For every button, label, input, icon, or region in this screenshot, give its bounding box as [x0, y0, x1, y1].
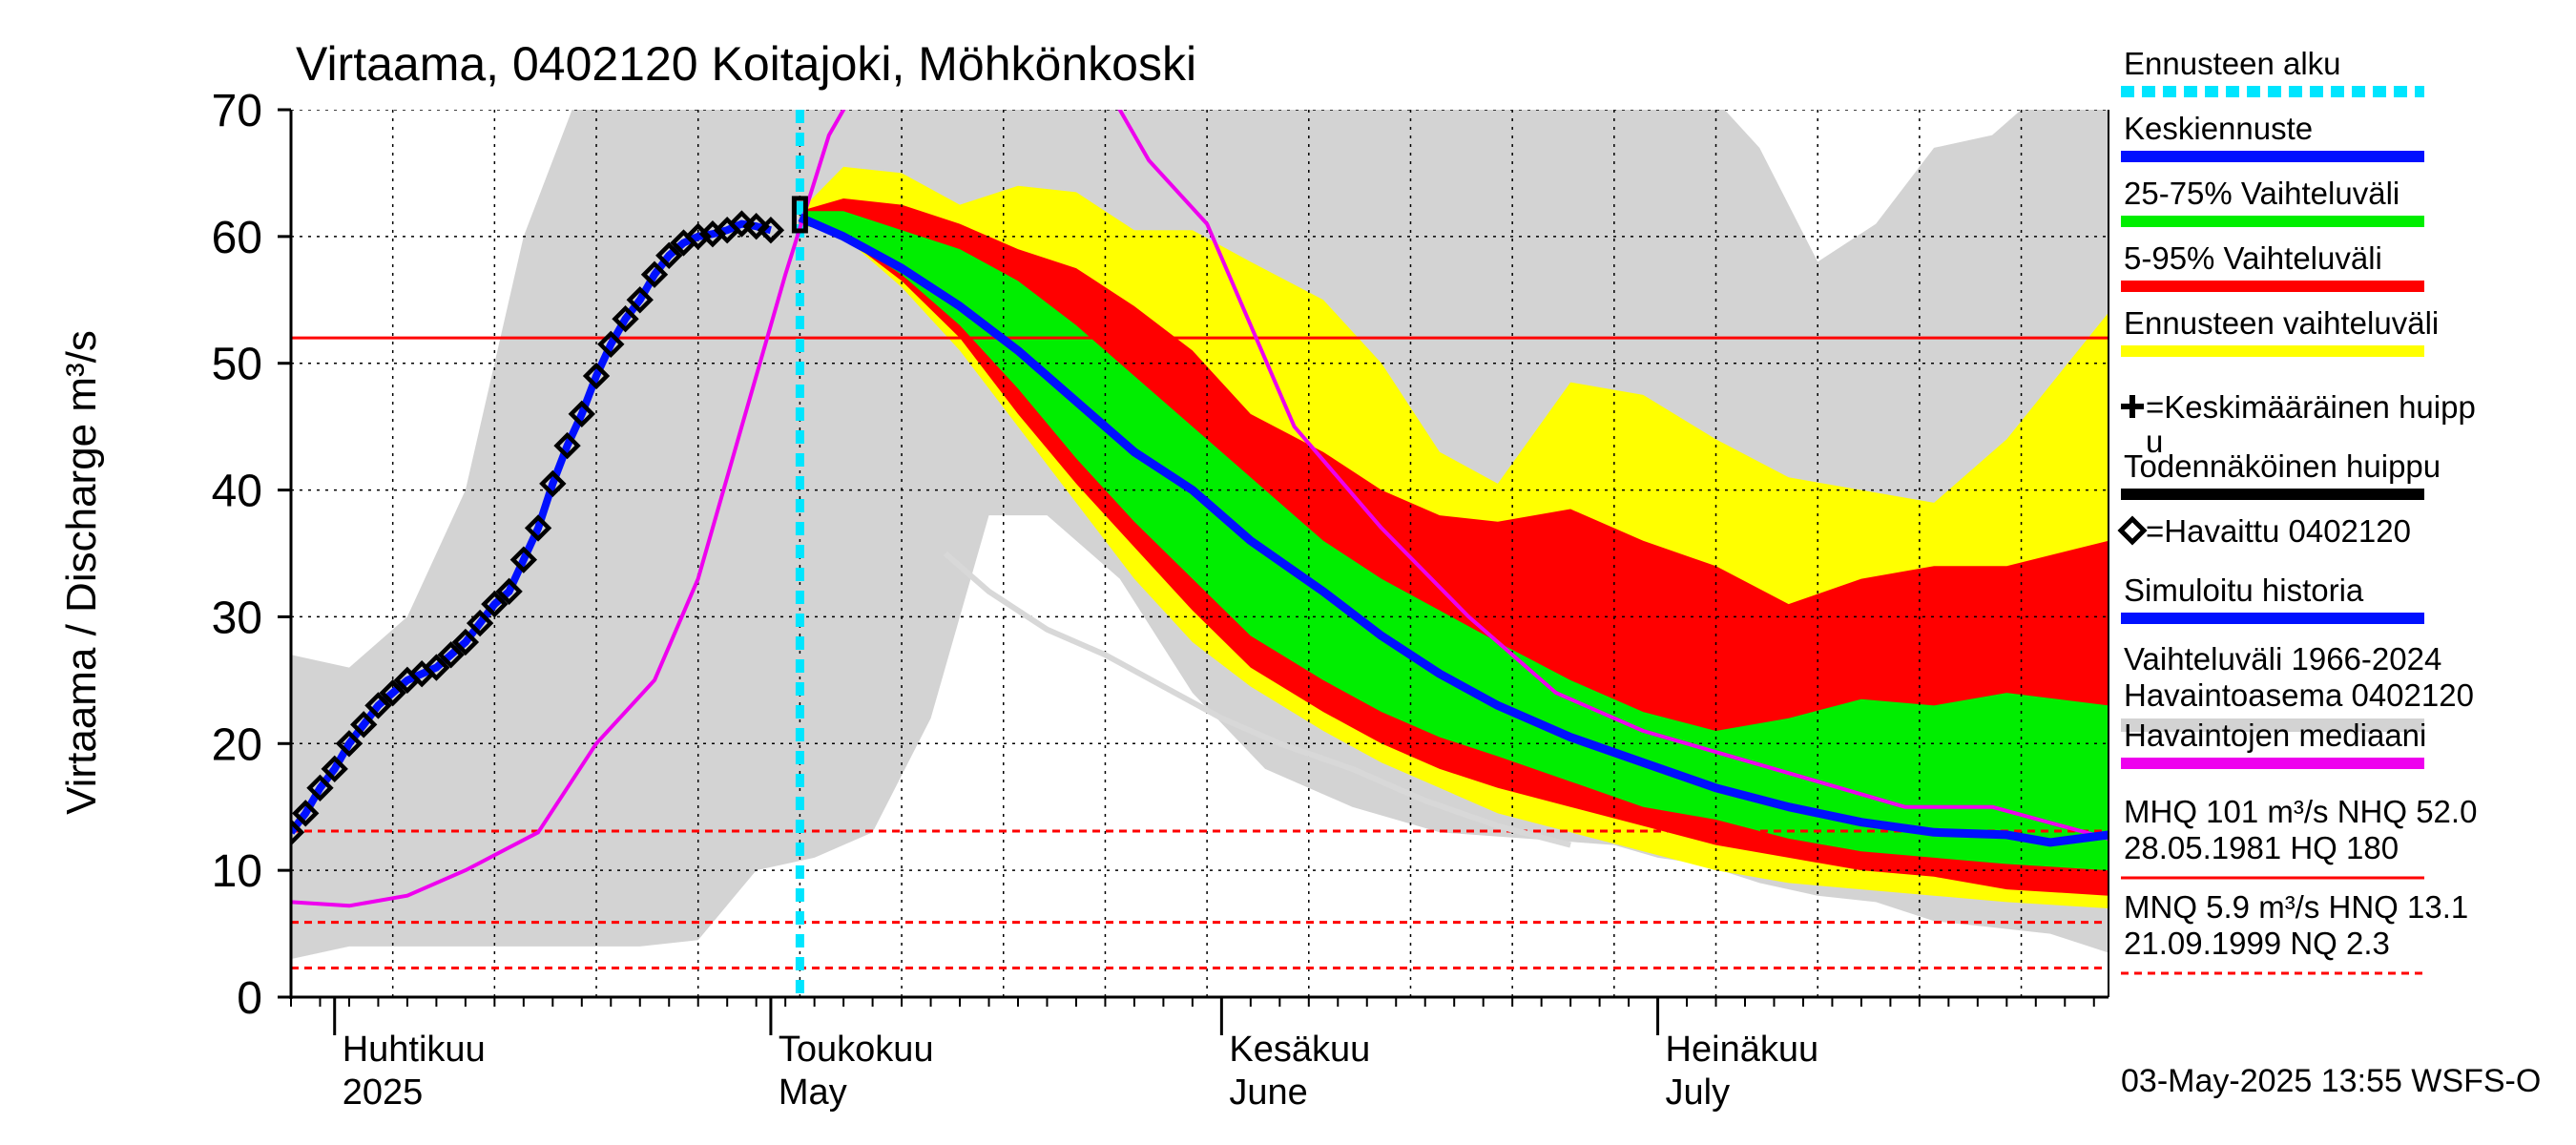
x-month-label-fi: Heinäkuu [1666, 1030, 1819, 1070]
observed-point [379, 678, 406, 707]
legend-label: =Keskimääräinen huipp [2146, 389, 2476, 425]
legend-label: Havaintojen mediaani [2124, 718, 2426, 753]
observed-point [335, 730, 364, 758]
observed-point [626, 286, 654, 314]
x-month-label-en: May [779, 1072, 847, 1113]
legend-label: Keskiennuste [2124, 111, 2313, 146]
observed-point [437, 641, 465, 669]
legend-label: MHQ 101 m³/s NHQ 52.0 [2124, 794, 2477, 829]
observed-point [292, 800, 320, 827]
legend-item-12: MNQ 5.9 m³/s HNQ 13.121.09.1999 NQ 2.3 [2121, 889, 2468, 975]
legend-label-2: 28.05.1981 HQ 180 [2124, 830, 2399, 865]
observed-point [509, 546, 538, 573]
x-month-label-fi: Toukokuu [779, 1030, 934, 1070]
y-tick-label: 0 [237, 973, 262, 1024]
legend-label: Ennusteen alku [2124, 46, 2341, 81]
observed-point [524, 514, 552, 542]
observed-point [612, 305, 639, 333]
observed-point [742, 213, 770, 240]
y-tick-label: 40 [212, 467, 262, 517]
line-simuloitu-historia [943, 551, 1571, 848]
legend-label-2: 21.09.1999 NQ 2.3 [2124, 926, 2390, 961]
legend: Ennusteen alku Keskiennuste 25-75% Vaihtel… [2117, 46, 2477, 975]
grid-lines [291, 110, 2109, 997]
diamond-icon [2117, 515, 2148, 546]
observed-point [757, 217, 785, 244]
peak-marker [791, 196, 808, 234]
observed-point [582, 362, 611, 390]
x-month-label-fi: Kesäkuu [1229, 1030, 1370, 1070]
observed-point [364, 692, 392, 719]
x-month-label-en: July [1666, 1072, 1731, 1113]
observed-point [350, 711, 378, 739]
legend-label-2: Havaintoasema 0402120 [2124, 677, 2474, 713]
y-tick-label: 70 [212, 86, 262, 136]
legend-label: Ennusteen vaihteluväli [2124, 305, 2439, 341]
legend-item-4: Ennusteen vaihteluväli [2121, 305, 2439, 357]
y-axis-label: Virtaama / Discharge m³/s [58, 330, 105, 815]
observed-point [728, 210, 756, 238]
observed-point [568, 400, 595, 428]
series-lines [291, 110, 2109, 997]
footer-timestamp: 03-May-2025 13:55 WSFS-O [2121, 1063, 2541, 1099]
legend-label: MNQ 5.9 m³/s HNQ 13.1 [2124, 889, 2468, 925]
y-tick-label: 60 [212, 213, 262, 263]
observed-point [291, 819, 305, 846]
observed-point [321, 755, 348, 783]
observed-point [495, 577, 523, 606]
legend-label-2: u [2146, 424, 2163, 459]
chart-title: Virtaama, 0402120 Koitajoki, Möhkönkoski [296, 37, 1196, 91]
reference-lines [291, 336, 2109, 969]
legend-label: Vaihteluväli 1966-2024 [2124, 641, 2441, 677]
observed-point [423, 654, 450, 681]
observed-point [597, 330, 625, 358]
observed-point [481, 590, 509, 618]
legend-item-9: Vaihteluväli 1966-2024 Havaintoasema 040… [2121, 641, 2474, 732]
legend-item-5: =Keskimääräinen huippu [2121, 389, 2476, 459]
legend-item-6: Todennäköinen huippu [2121, 448, 2441, 500]
observed-point [539, 469, 567, 498]
legend-item-1: Keskiennuste [2121, 111, 2424, 162]
line-havaintojen-mediaani [291, 110, 2109, 908]
line-keskiennuste [798, 213, 2109, 847]
x-month-label-en: 2025 [343, 1072, 424, 1113]
plus-icon [2121, 395, 2144, 418]
y-tick-label: 10 [212, 846, 262, 897]
legend-label: 25-75% Vaihteluväli [2124, 176, 2399, 211]
legend-item-10: Havaintojen mediaani [2121, 718, 2426, 769]
legend-label: Todennäköinen huippu [2124, 448, 2441, 484]
legend-item-0: Ennusteen alku [2121, 46, 2424, 97]
y-tick-label: 20 [212, 719, 262, 770]
observed-point [451, 628, 480, 656]
observed-point [306, 774, 334, 802]
legend-label: 5-95% Vaihteluväli [2124, 240, 2382, 276]
plot-area [291, 110, 2109, 960]
legend-item-7: =Havaittu 0402120 [2117, 513, 2411, 549]
observed-point [655, 241, 683, 269]
observed-point [640, 260, 669, 288]
y-tick-label: 30 [212, 593, 262, 643]
legend-label: Simuloitu historia [2124, 572, 2364, 608]
legend-item-2: 25-75% Vaihteluväli [2121, 176, 2424, 227]
x-month-label-en: June [1229, 1072, 1307, 1113]
observed-point [553, 431, 581, 460]
observed-point [466, 609, 494, 637]
band-25-75-vaihteluv-li [800, 211, 2109, 871]
legend-item-8: Simuloitu historia [2121, 572, 2424, 624]
x-month-label-fi: Huhtikuu [343, 1030, 486, 1070]
y-tick-label: 50 [212, 340, 262, 390]
legend-item-3: 5-95% Vaihteluväli [2121, 240, 2424, 292]
legend-label: =Havaittu 0402120 [2146, 513, 2411, 549]
legend-item-11: MHQ 101 m³/s NHQ 52.028.05.1981 HQ 180 [2121, 794, 2477, 880]
